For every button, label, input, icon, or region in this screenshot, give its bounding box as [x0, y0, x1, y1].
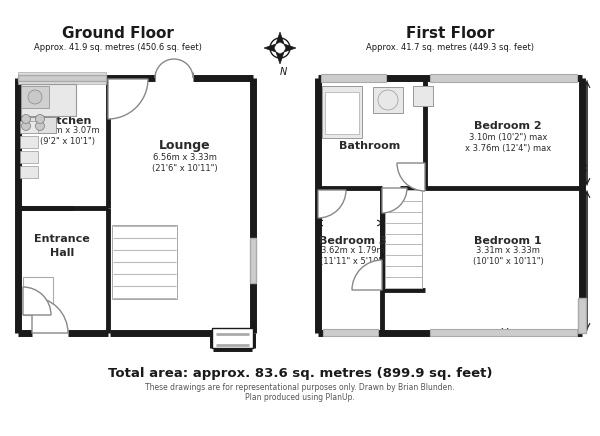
- Bar: [323, 329, 378, 336]
- Bar: [21, 117, 56, 133]
- Text: These drawings are for representational purposes only. Drawn by Brian Blunden.: These drawings are for representational …: [145, 384, 455, 392]
- Bar: [385, 190, 422, 288]
- Text: Bathroom: Bathroom: [340, 141, 401, 151]
- Text: Total area: approx. 83.6 sq. metres (899.9 sq. feet): Total area: approx. 83.6 sq. metres (899…: [108, 368, 492, 381]
- Bar: [18, 75, 106, 81]
- Bar: [18, 72, 106, 84]
- Wedge shape: [382, 188, 407, 213]
- Bar: [20, 121, 38, 133]
- Text: Ground Floor: Ground Floor: [62, 26, 174, 41]
- Text: Lounge: Lounge: [159, 140, 211, 153]
- Wedge shape: [23, 287, 51, 315]
- Text: Approx. 41.7 sq. metres (449.3 sq. feet): Approx. 41.7 sq. metres (449.3 sq. feet): [366, 43, 534, 52]
- Bar: [20, 151, 38, 163]
- Bar: [321, 74, 386, 82]
- Polygon shape: [284, 44, 296, 52]
- Bar: [23, 277, 53, 315]
- Bar: [325, 92, 359, 134]
- Text: 3.31m x 3.33m
(10'10" x 10'11"): 3.31m x 3.33m (10'10" x 10'11"): [473, 245, 544, 266]
- Bar: [430, 329, 577, 336]
- Wedge shape: [352, 260, 382, 290]
- Text: Kitchen: Kitchen: [44, 116, 92, 126]
- Circle shape: [35, 122, 44, 130]
- Circle shape: [22, 115, 31, 123]
- Text: Entrance
Hall: Entrance Hall: [34, 235, 90, 258]
- Wedge shape: [32, 297, 68, 333]
- Text: 3.10m (10'2") max
x 3.76m (12'4") max: 3.10m (10'2") max x 3.76m (12'4") max: [465, 133, 551, 153]
- Circle shape: [22, 122, 31, 130]
- Circle shape: [35, 115, 44, 123]
- Bar: [20, 166, 38, 178]
- Circle shape: [270, 38, 290, 58]
- Wedge shape: [108, 79, 148, 119]
- Bar: [112, 225, 177, 299]
- Text: Bedroom 3: Bedroom 3: [319, 236, 387, 246]
- Text: First Floor: First Floor: [406, 26, 494, 41]
- Bar: [322, 86, 362, 138]
- Text: N: N: [280, 67, 287, 77]
- Text: Plan produced using PlanUp.: Plan produced using PlanUp.: [245, 392, 355, 402]
- Polygon shape: [264, 44, 276, 52]
- Bar: [373, 87, 403, 113]
- Text: Bedroom 1: Bedroom 1: [474, 236, 542, 246]
- Bar: [250, 238, 256, 283]
- Text: Approx. 41.9 sq. metres (450.6 sq. feet): Approx. 41.9 sq. metres (450.6 sq. feet): [34, 43, 202, 52]
- Wedge shape: [397, 163, 425, 191]
- Bar: [212, 328, 253, 348]
- Bar: [21, 86, 49, 108]
- Circle shape: [378, 90, 398, 110]
- Text: Bedroom 2: Bedroom 2: [474, 121, 542, 131]
- Polygon shape: [276, 52, 284, 64]
- Bar: [21, 84, 76, 116]
- Circle shape: [28, 90, 42, 104]
- Text: 2.80m x 3.07m
(9'2" x 10'1"): 2.80m x 3.07m (9'2" x 10'1"): [36, 126, 100, 146]
- Text: 3.62m x 1.79m
(11'11" x 5'10"): 3.62m x 1.79m (11'11" x 5'10"): [320, 245, 386, 266]
- Bar: [430, 74, 577, 82]
- Bar: [20, 136, 38, 148]
- Polygon shape: [276, 32, 284, 44]
- Bar: [578, 298, 586, 333]
- Wedge shape: [318, 190, 346, 218]
- Text: 6.56m x 3.33m
(21'6" x 10'11"): 6.56m x 3.33m (21'6" x 10'11"): [152, 153, 218, 174]
- Bar: [413, 86, 433, 106]
